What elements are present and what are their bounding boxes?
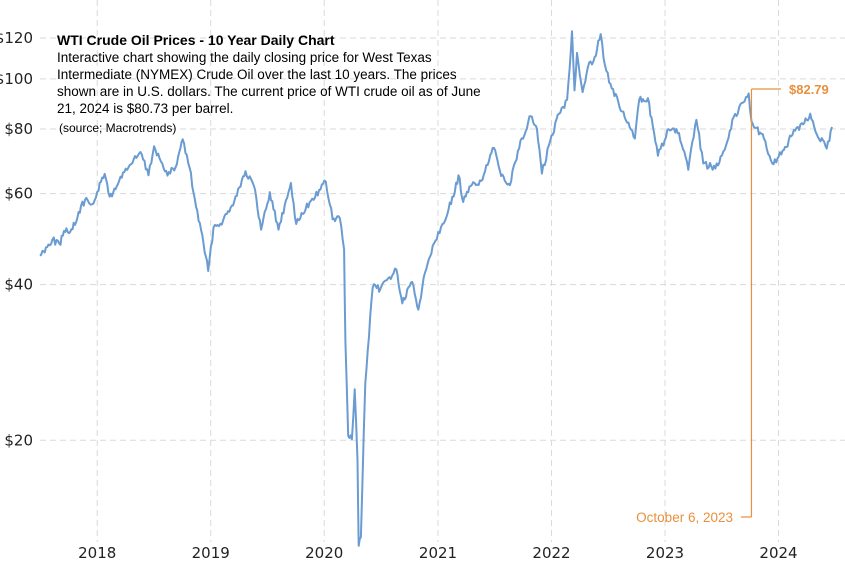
chart-heading: WTI Crude Oil Prices - 10 Year Daily Cha… (57, 32, 481, 135)
chart-description-line-4: 21, 2024 is $80.73 per barrel. (57, 101, 233, 116)
price-callout[interactable]: $82.79 October 6, 2023 (636, 82, 829, 525)
x-tick-label: 2021 (419, 544, 457, 562)
y-tick-label: $20 (4, 431, 33, 449)
x-tick-label: 2024 (759, 544, 797, 562)
chart-description-line-1: Interactive chart showing the daily clos… (57, 50, 432, 65)
y-tick-label: $120 (0, 29, 33, 47)
y-tick-label: $60 (4, 185, 33, 203)
chart-source: (source; Macrotrends) (59, 121, 176, 135)
chart-title: WTI Crude Oil Prices - 10 Year Daily Cha… (57, 32, 335, 48)
chart-description-line-2: Intermediate (NYMEX) Crude Oil over the … (57, 67, 457, 82)
y-axis-ticks: $20 $40 $60 $80 $100 $120 (0, 29, 33, 449)
x-tick-label: 2018 (78, 544, 116, 562)
callout-date-label: October 6, 2023 (636, 510, 733, 525)
price-line (39, 30, 833, 547)
series-layer (39, 30, 833, 547)
x-tick-label: 2020 (305, 544, 343, 562)
x-tick-label: 2019 (192, 544, 230, 562)
y-tick-label: $100 (0, 70, 33, 88)
y-tick-label: $40 (4, 276, 33, 294)
chart-description-line-3: shown are in U.S. dollars. The current p… (57, 84, 481, 99)
y-tick-label: $80 (4, 120, 33, 138)
x-tick-label: 2022 (532, 544, 570, 562)
callout-value-label: $82.79 (789, 82, 829, 97)
x-tick-label: 2023 (646, 544, 684, 562)
grid-lines (40, 0, 845, 542)
x-axis-ticks: 2018 2019 2020 2021 2022 2023 2024 (78, 544, 797, 562)
